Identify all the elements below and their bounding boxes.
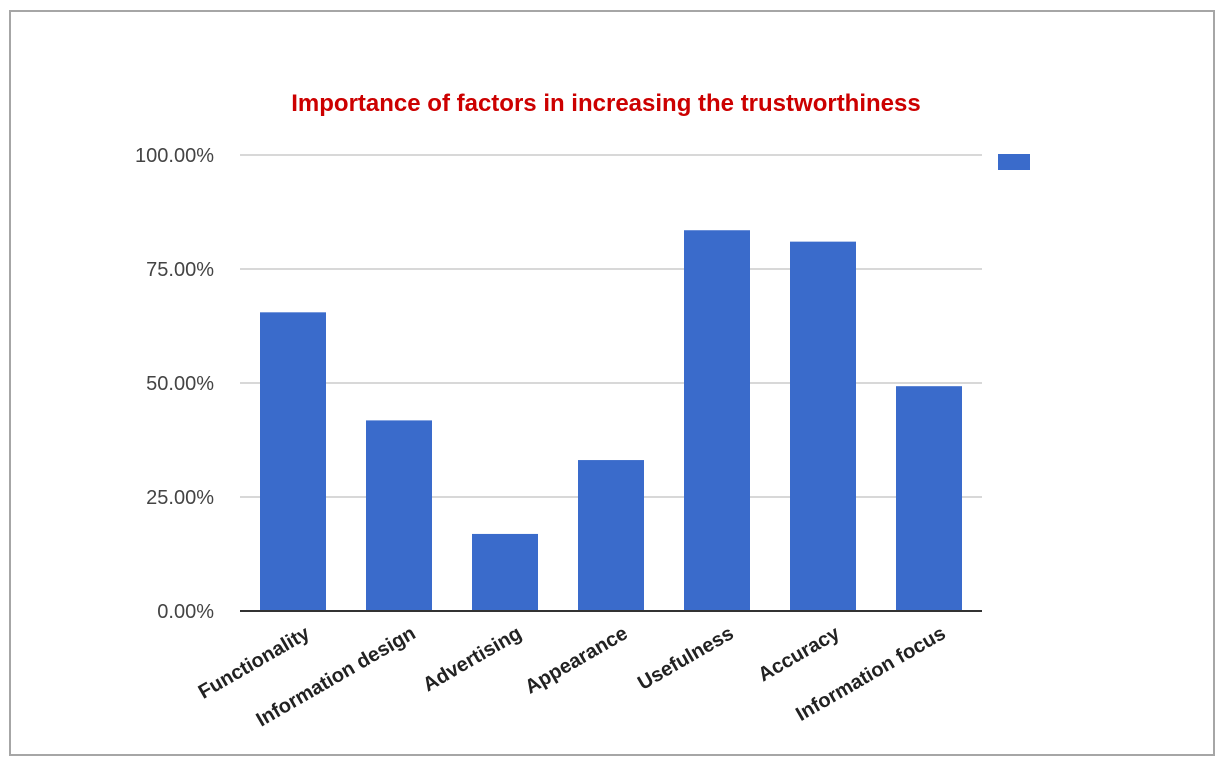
- bar: [790, 241, 856, 611]
- bar: [366, 420, 432, 611]
- y-tick-label: 25.00%: [146, 487, 214, 509]
- bar: [578, 460, 644, 611]
- bar: [472, 533, 538, 611]
- legend-swatch: [998, 154, 1030, 170]
- bar: [896, 386, 962, 611]
- y-tick-label: 75.00%: [146, 259, 214, 281]
- bars: [260, 230, 962, 612]
- y-axis-ticks: 0.00% 25.00% 50.00% 75.00% 100.00%: [135, 145, 214, 623]
- gridlines: [240, 154, 982, 498]
- y-tick-label: 0.00%: [157, 601, 214, 623]
- x-tick-label: Advertising: [419, 622, 525, 696]
- y-tick-label: 100.00%: [135, 145, 214, 167]
- bar: [260, 312, 326, 611]
- y-tick-label: 50.00%: [146, 373, 214, 395]
- x-tick-label: Appearance: [521, 622, 631, 698]
- chart-title: Importance of factors in increasing the …: [291, 90, 920, 117]
- bar: [684, 230, 750, 612]
- x-tick-label: Usefulness: [634, 622, 737, 694]
- x-tick-label: Accuracy: [755, 622, 845, 687]
